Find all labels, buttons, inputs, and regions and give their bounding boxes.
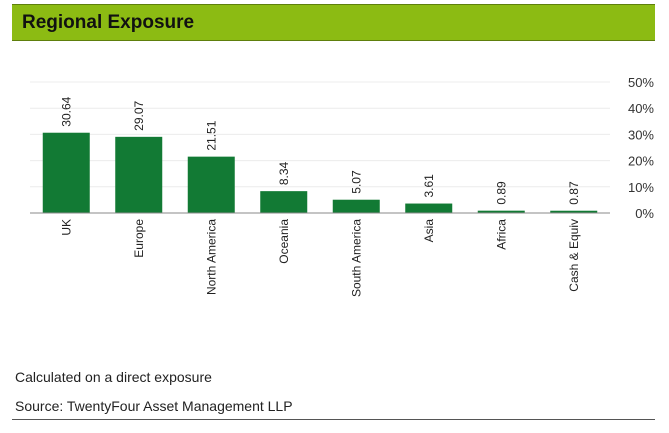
category-label: UK [59,219,73,236]
y-tick-label: 0% [635,206,654,221]
y-tick-label: 30% [628,127,654,142]
y-tick-label: 10% [628,180,654,195]
bar [332,199,380,213]
bar [550,210,598,213]
source-note: Source: TwentyFour Asset Management LLP [15,398,293,414]
y-tick-label: 40% [628,101,654,116]
data-label: 0.89 [494,181,508,205]
y-tick-label: 50% [628,75,654,90]
category-label: North America [204,219,218,295]
title-bar: Regional Exposure [12,4,655,41]
category-label: Oceania [277,219,291,264]
data-label: 21.51 [204,120,218,150]
category-label: Africa [494,219,508,250]
data-label: 8.34 [277,161,291,185]
bottom-divider [12,419,655,420]
bar [405,203,453,213]
bar [42,132,90,213]
category-label: Cash & Equiv [567,219,581,292]
bar [260,191,308,213]
data-label: 30.64 [59,96,73,126]
bar [115,136,163,213]
footnote: Calculated on a direct exposure [15,369,212,385]
data-label: 29.07 [132,100,146,130]
bar [187,156,235,213]
data-label: 0.87 [567,181,581,205]
category-label: South America [349,219,363,297]
category-label: Asia [422,219,436,243]
data-label: 3.61 [422,174,436,198]
y-tick-label: 20% [628,154,654,169]
chart-title: Regional Exposure [22,12,195,33]
bar [477,210,525,213]
data-label: 5.07 [349,170,363,194]
category-label: Europe [132,219,146,258]
